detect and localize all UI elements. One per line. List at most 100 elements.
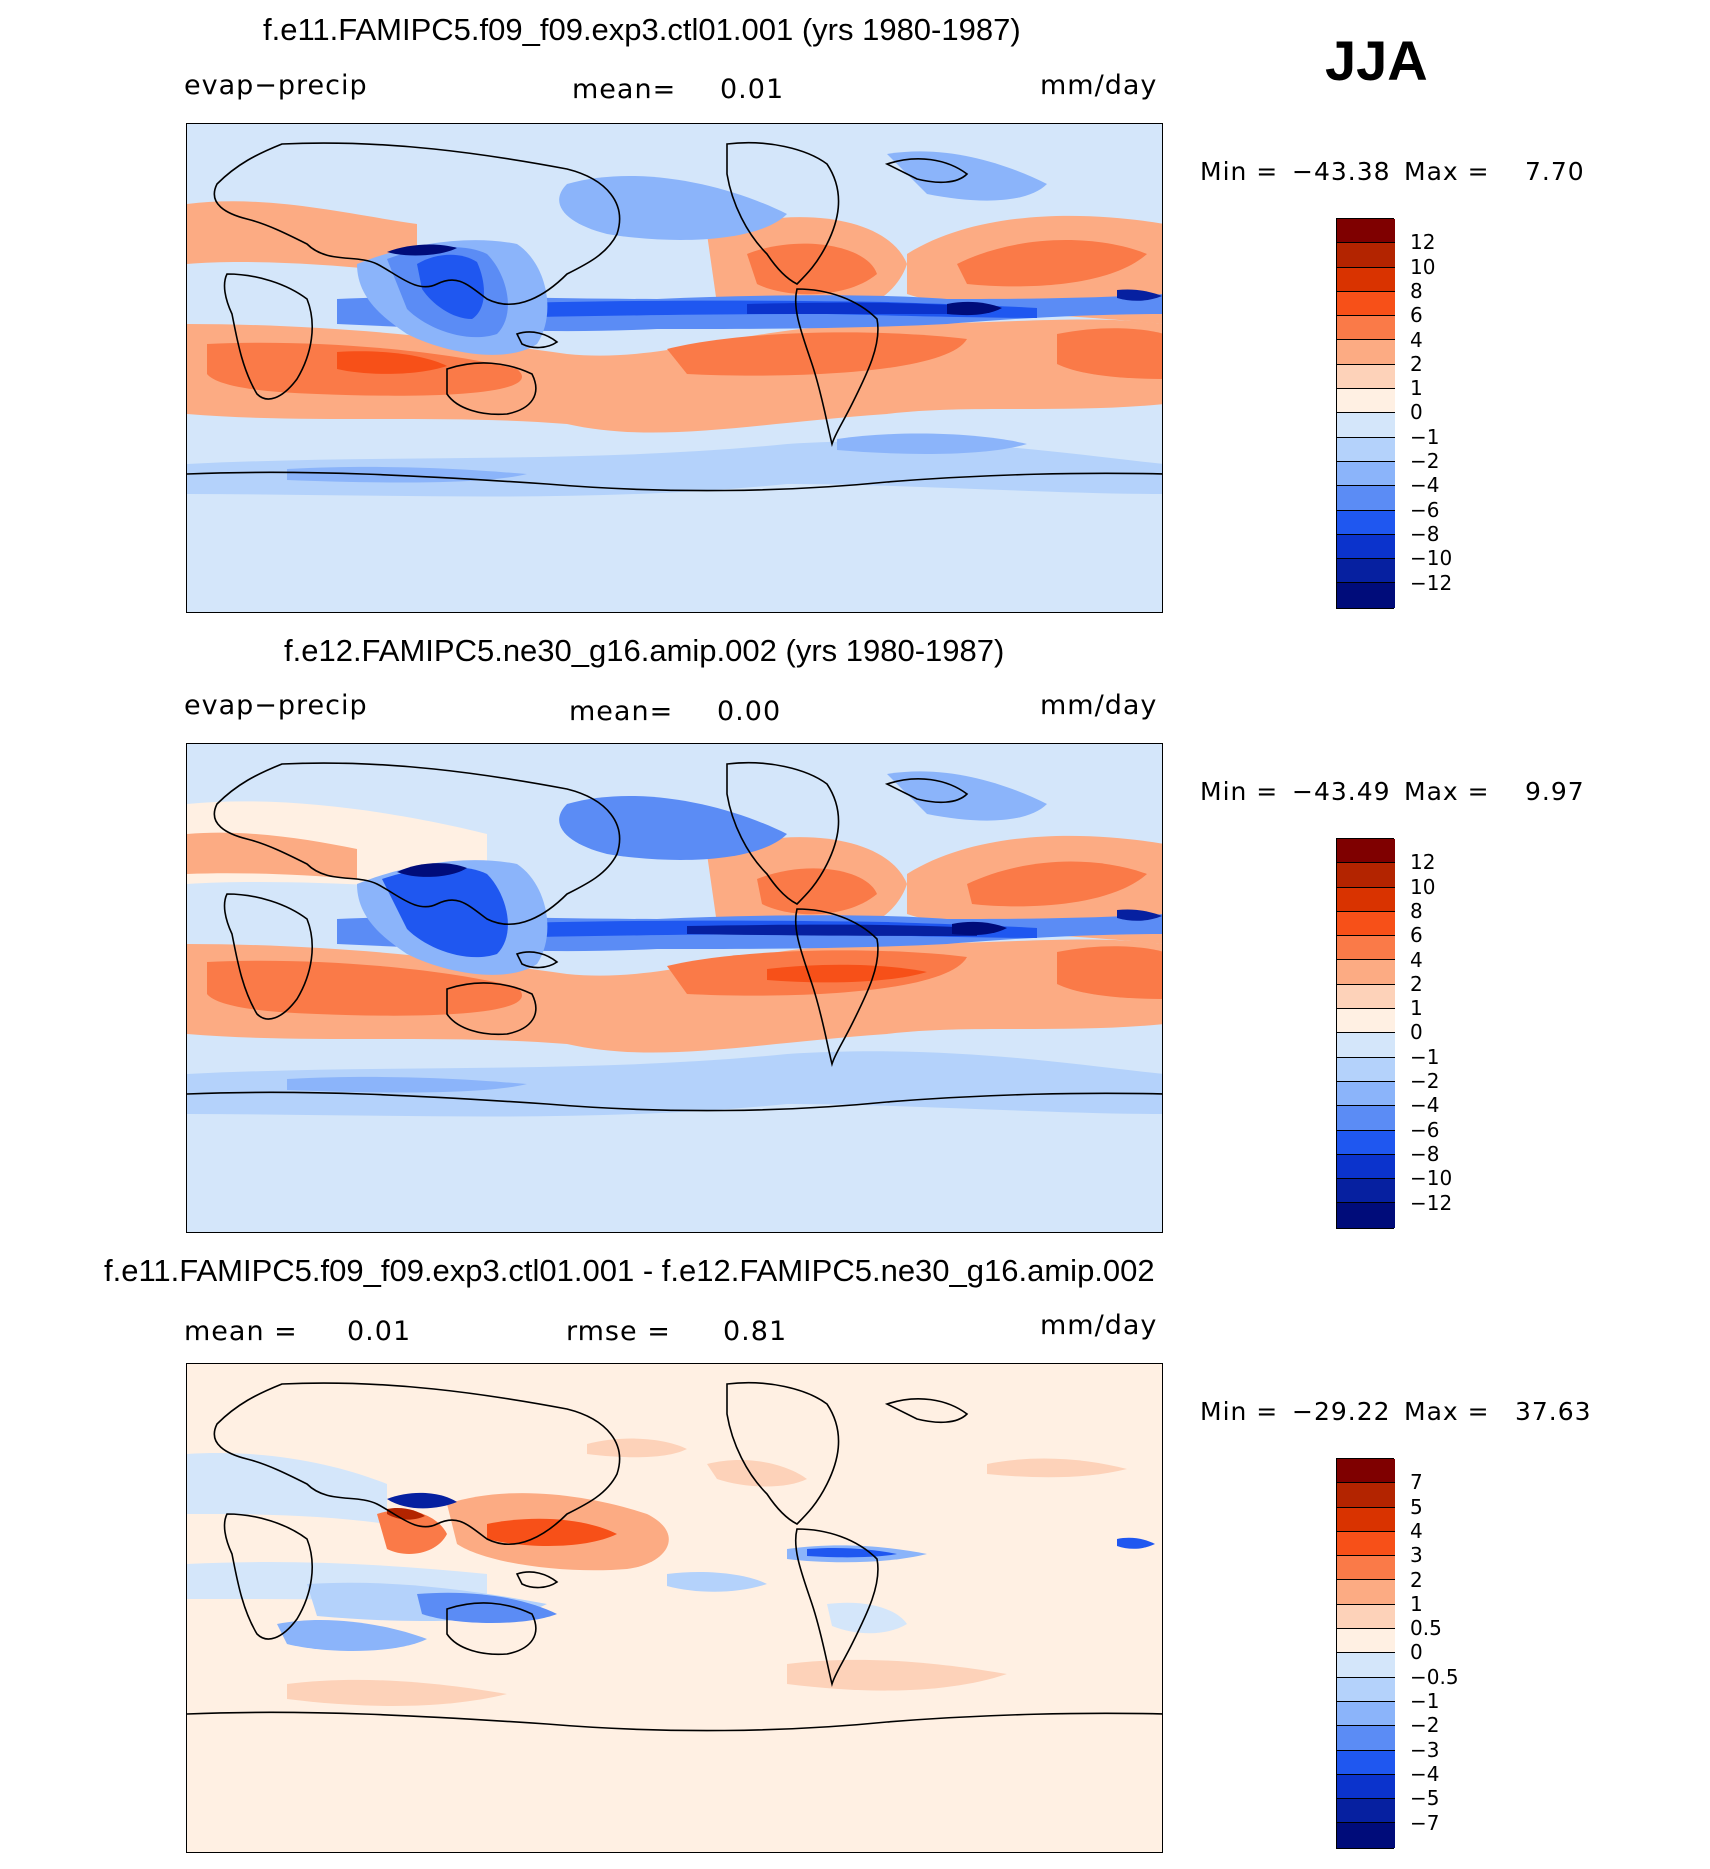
colorbar-swatch	[1337, 267, 1395, 292]
colorbar-tick-label: −3	[1410, 1737, 1440, 1762]
colorbar-tick-label: 0	[1410, 400, 1423, 425]
colorbar-swatch	[1337, 1604, 1395, 1630]
panel-3-rmse-value: 0.81	[723, 1316, 788, 1347]
colorbar-tick-label: −6	[1410, 497, 1440, 522]
colorbar-swatch	[1337, 863, 1395, 888]
colorbar-tick-label: 8	[1410, 278, 1423, 303]
colorbar-tick-label: 3	[1410, 1543, 1423, 1568]
panel-2-max-label: Max =	[1404, 777, 1490, 806]
colorbar-tick-label: 1	[1410, 376, 1423, 401]
panel-1-mean-value: 0.01	[720, 74, 785, 105]
colorbar-swatch	[1337, 1009, 1395, 1034]
panel-1-mean-label: mean=	[572, 74, 677, 105]
panel-1-field	[187, 124, 1162, 612]
colorbar-tick-label: −2	[1410, 1713, 1440, 1738]
colorbar-swatch	[1337, 461, 1395, 487]
colorbar-tick-label: 0	[1410, 1640, 1423, 1665]
panel-1-map	[186, 123, 1163, 613]
panel-3-max-value: 37.63	[1515, 1397, 1592, 1426]
panel-3-title: f.e11.FAMIPC5.f09_f09.exp3.ctl01.001 - f…	[104, 1253, 1155, 1288]
colorbar-swatch	[1337, 219, 1395, 244]
colorbar-tick-label: 6	[1410, 303, 1423, 328]
colorbar-swatch	[1337, 1701, 1395, 1727]
colorbar-swatch	[1337, 1483, 1395, 1508]
panel-3-colorbar	[1336, 1458, 1395, 1849]
panel-2-mean-value: 0.00	[717, 696, 782, 727]
panel-2-units: mm/day	[1040, 690, 1158, 721]
colorbar-swatch	[1337, 1531, 1395, 1557]
panel-3-rmse-label: rmse =	[566, 1316, 671, 1347]
panel-3-coastlines	[187, 1381, 1162, 1732]
panel-3-colorbar-swatches	[1336, 1458, 1395, 1849]
colorbar-tick-label: 2	[1410, 351, 1423, 376]
colorbar-tick-label: 0	[1410, 1020, 1423, 1045]
colorbar-swatch	[1337, 437, 1395, 462]
panel-2-colorbar-swatches	[1336, 838, 1395, 1229]
panel-1-max-value: 7.70	[1525, 157, 1585, 186]
colorbar-swatch	[1337, 1750, 1395, 1775]
panel-3-mean-value: 0.01	[347, 1316, 412, 1347]
colorbar-tick-label: −8	[1410, 1141, 1440, 1166]
panel-2-title: f.e12.FAMIPC5.ne30_g16.amip.002 (yrs 198…	[284, 633, 1005, 668]
panel-2-colorbar	[1336, 838, 1395, 1229]
colorbar-tick-label: −6	[1410, 1117, 1440, 1142]
panel-2-coastlines	[187, 761, 1162, 1112]
panel-1-min-label: Min =	[1200, 157, 1279, 186]
colorbar-swatch	[1337, 1130, 1395, 1155]
colorbar-tick-label: 2	[1410, 971, 1423, 996]
colorbar-tick-label: −4	[1410, 473, 1440, 498]
colorbar-swatch	[1337, 413, 1395, 438]
colorbar-swatch	[1337, 1580, 1395, 1605]
colorbar-swatch	[1337, 291, 1395, 317]
panel-2-field	[187, 744, 1162, 1232]
colorbar-swatch	[1337, 1726, 1395, 1751]
colorbar-swatch	[1337, 583, 1395, 608]
colorbar-swatch	[1337, 243, 1395, 268]
colorbar-tick-label: −10	[1410, 1166, 1453, 1191]
panel-1-title: f.e11.FAMIPC5.f09_f09.exp3.ctl01.001 (yr…	[263, 12, 1021, 47]
colorbar-swatch	[1337, 1774, 1395, 1800]
colorbar-tick-label: 10	[1410, 874, 1436, 899]
colorbar-tick-label: 4	[1410, 1518, 1423, 1543]
colorbar-swatch	[1337, 1556, 1395, 1581]
colorbar-tick-label: 4	[1410, 947, 1423, 972]
panel-1-colorbar	[1336, 218, 1395, 609]
colorbar-swatch	[1337, 1203, 1395, 1228]
colorbar-tick-label: −1	[1410, 1044, 1440, 1069]
colorbar-swatch	[1337, 1799, 1395, 1824]
colorbar-swatch	[1337, 839, 1395, 864]
colorbar-tick-label: −4	[1410, 1761, 1440, 1786]
colorbar-swatch	[1337, 1507, 1395, 1532]
colorbar-tick-label: −5	[1410, 1786, 1440, 1811]
colorbar-swatch	[1337, 389, 1395, 414]
colorbar-tick-label: 7	[1410, 1470, 1423, 1495]
colorbar-swatch	[1337, 1653, 1395, 1678]
colorbar-tick-label: 8	[1410, 898, 1423, 923]
colorbar-tick-label: 2	[1410, 1567, 1423, 1592]
colorbar-tick-label: 5	[1410, 1494, 1423, 1519]
panel-2-map	[186, 743, 1163, 1233]
panel-3-max-label: Max =	[1404, 1397, 1490, 1426]
panel-2-variable-label: evap−precip	[184, 690, 368, 721]
panel-2-min-value: −43.49	[1292, 777, 1391, 806]
colorbar-swatch	[1337, 486, 1395, 511]
colorbar-swatch	[1337, 1179, 1395, 1204]
colorbar-swatch	[1337, 364, 1395, 390]
colorbar-tick-label: −12	[1410, 570, 1453, 595]
colorbar-swatch	[1337, 911, 1395, 937]
colorbar-swatch	[1337, 960, 1395, 985]
colorbar-swatch	[1337, 316, 1395, 341]
colorbar-swatch	[1337, 340, 1395, 365]
colorbar-tick-label: 1	[1410, 1591, 1423, 1616]
colorbar-swatch	[1337, 1823, 1395, 1848]
colorbar-tick-label: 0.5	[1410, 1616, 1442, 1641]
panel-3-units: mm/day	[1040, 1310, 1158, 1341]
panel-3-mean-label: mean =	[184, 1316, 298, 1347]
colorbar-tick-label: −10	[1410, 546, 1453, 571]
panel-2-max-value: 9.97	[1525, 777, 1585, 806]
colorbar-tick-label: −0.5	[1410, 1664, 1459, 1689]
panel-1-max-label: Max =	[1404, 157, 1490, 186]
colorbar-swatch	[1337, 510, 1395, 535]
colorbar-tick-label: 4	[1410, 327, 1423, 352]
colorbar-swatch	[1337, 1057, 1395, 1082]
